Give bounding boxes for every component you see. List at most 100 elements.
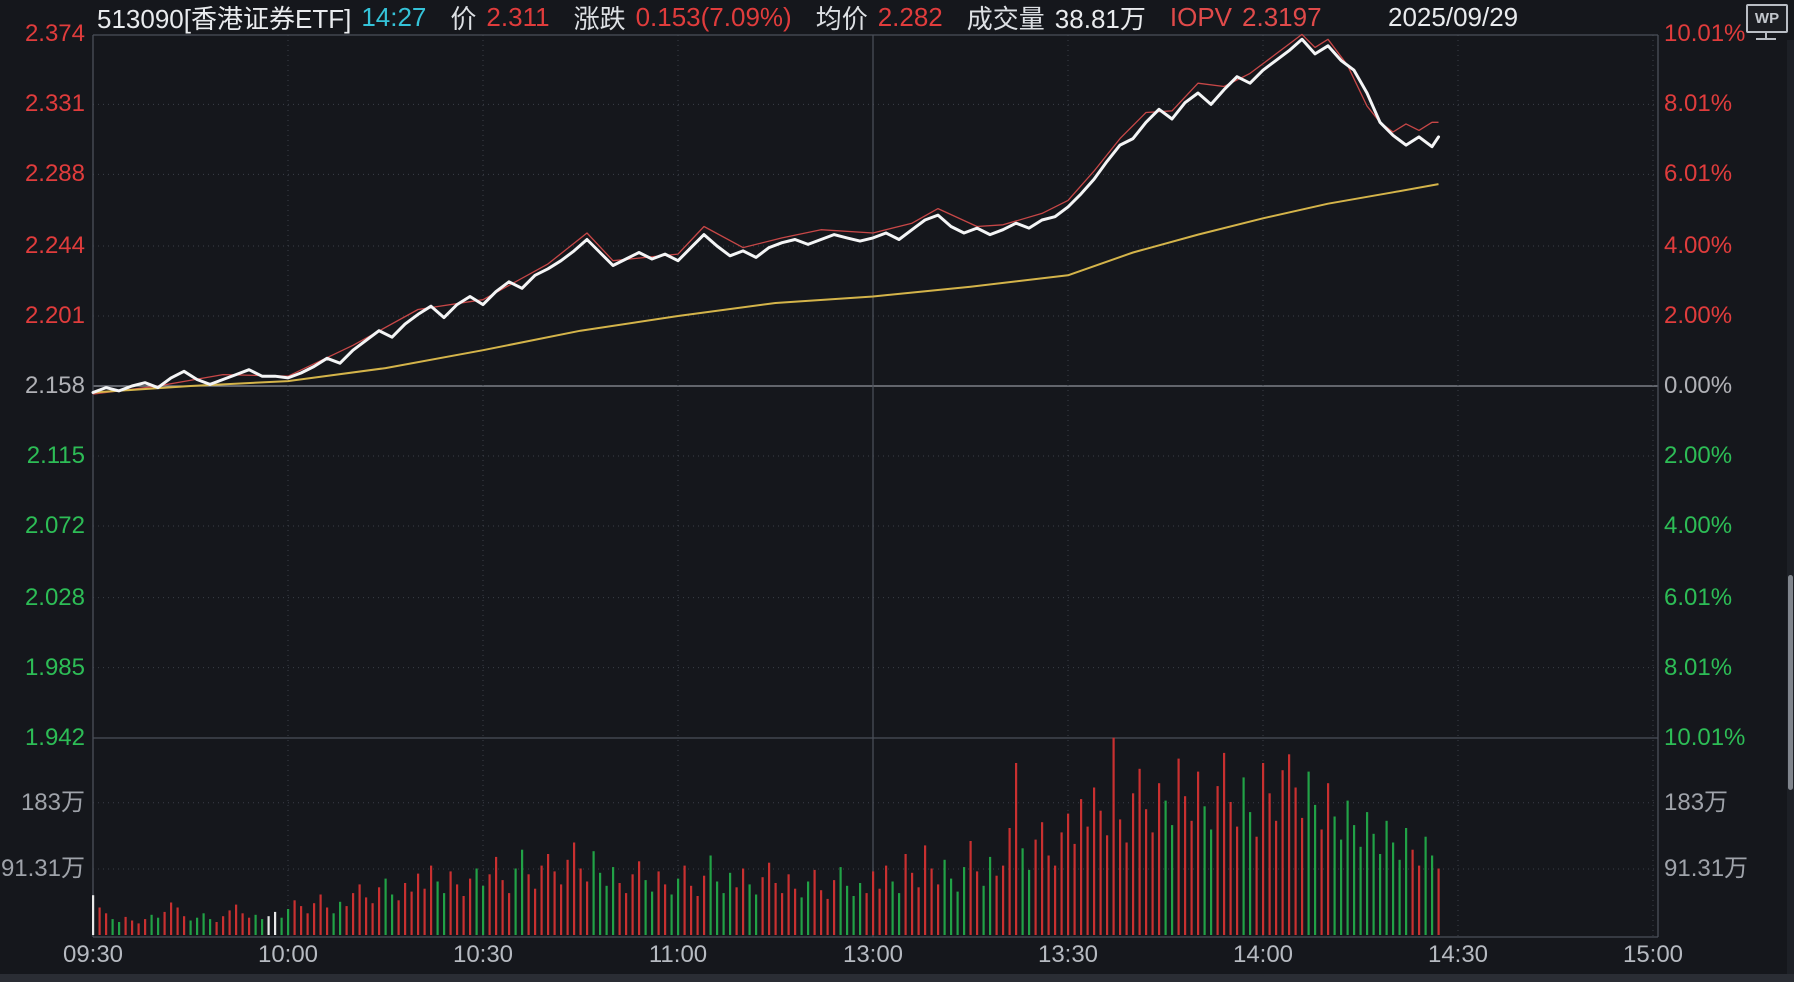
volume-bar bbox=[794, 888, 797, 935]
volume-bar bbox=[820, 890, 823, 935]
volume-bar bbox=[735, 887, 738, 935]
pct-axis-label: 4.00% bbox=[1664, 232, 1733, 259]
volume-bar bbox=[358, 884, 361, 935]
change-label: 涨跌 bbox=[573, 3, 626, 34]
volume-bar bbox=[638, 861, 641, 935]
volume-bar bbox=[742, 868, 745, 935]
volume-bar bbox=[703, 875, 706, 935]
volume-bar bbox=[163, 911, 166, 935]
volume-bar bbox=[423, 888, 426, 935]
volume-bar bbox=[670, 894, 673, 935]
volume-bar bbox=[1216, 786, 1219, 935]
volume-bar bbox=[651, 891, 654, 935]
volume-bar bbox=[664, 884, 667, 935]
iopv-line bbox=[92, 33, 1439, 395]
volume-bar bbox=[690, 885, 693, 935]
pct-axis-label: 6.01% bbox=[1664, 583, 1733, 611]
volume-bar bbox=[404, 883, 407, 935]
volume-bar bbox=[98, 907, 101, 935]
volume-bar bbox=[111, 919, 114, 935]
volume-bar bbox=[1190, 820, 1193, 935]
volume-bar bbox=[540, 865, 543, 935]
volume-bar bbox=[469, 878, 472, 935]
pct-axis-label: 10.01% bbox=[1664, 20, 1746, 48]
volume-bar bbox=[592, 851, 595, 935]
price-value: 2.311 bbox=[486, 1, 550, 32]
volume-bar bbox=[956, 891, 959, 935]
volume-bar bbox=[800, 897, 803, 935]
volume-bar bbox=[950, 878, 953, 935]
volume-bar bbox=[274, 911, 277, 935]
volume-bar bbox=[969, 841, 972, 935]
volume-bar bbox=[287, 909, 290, 935]
right-scrollbar-track[interactable] bbox=[1787, 40, 1794, 974]
volume-bar bbox=[1301, 817, 1304, 935]
volume-bar bbox=[774, 883, 777, 935]
volume-bar bbox=[1229, 802, 1232, 935]
volume-bar bbox=[1437, 868, 1440, 935]
volume-bar bbox=[176, 907, 179, 935]
volume-bar bbox=[248, 917, 251, 935]
volume-bar bbox=[586, 881, 589, 935]
wp-logo-icon[interactable]: WP bbox=[1746, 4, 1790, 40]
volume-bar bbox=[345, 906, 348, 935]
volume-bar bbox=[352, 893, 355, 935]
volume-label: 成交量 bbox=[966, 3, 1045, 34]
avg-price-value: 2.282 bbox=[877, 1, 943, 32]
volume-bar bbox=[1314, 804, 1317, 935]
volume-bar bbox=[456, 884, 459, 935]
volume-bar bbox=[781, 893, 784, 935]
volume-bar bbox=[261, 919, 264, 935]
volume-bar bbox=[527, 874, 530, 935]
volume-bar bbox=[976, 871, 979, 935]
volume-bar bbox=[937, 884, 940, 935]
volume-bar bbox=[397, 900, 400, 935]
volume-bar bbox=[878, 888, 881, 935]
volume-bar bbox=[1223, 752, 1226, 935]
volume-bar bbox=[1171, 825, 1174, 935]
volume-bar bbox=[378, 887, 381, 935]
volume-bar bbox=[677, 878, 680, 935]
volume-bar bbox=[241, 913, 244, 935]
volume-bar bbox=[1307, 771, 1310, 935]
volume-bar bbox=[1275, 820, 1278, 935]
volume-bar bbox=[1210, 829, 1213, 935]
volume-bar bbox=[989, 856, 992, 935]
volume-bar bbox=[384, 878, 387, 935]
volume-bar bbox=[560, 884, 563, 935]
volume-bar bbox=[787, 874, 790, 935]
volume-bar bbox=[326, 907, 329, 935]
volume-bar bbox=[1333, 816, 1336, 935]
volume-bar bbox=[137, 923, 140, 935]
volume-bar bbox=[924, 845, 927, 935]
volume-bar bbox=[215, 922, 218, 935]
volume-axis-label-left: 91.31万 bbox=[0, 855, 85, 882]
volume-bar bbox=[1424, 836, 1427, 935]
volume-bar bbox=[1236, 826, 1239, 935]
volume-axis-label-right: 91.31万 bbox=[1664, 855, 1749, 882]
volume-bar bbox=[755, 894, 758, 935]
volume-bar bbox=[1366, 812, 1369, 935]
volume-bar bbox=[495, 856, 498, 935]
price-axis-label: 1.985 bbox=[24, 653, 85, 681]
volume-bar bbox=[482, 885, 485, 935]
volume-bar bbox=[1080, 799, 1083, 935]
volume-bar bbox=[1262, 763, 1265, 935]
volume-bar bbox=[722, 893, 725, 935]
volume-bar bbox=[885, 865, 888, 935]
volume-bar bbox=[391, 894, 394, 935]
volume-bar bbox=[1067, 813, 1070, 935]
volume-bar bbox=[826, 898, 829, 935]
time-axis-label: 10:00 bbox=[257, 941, 319, 968]
volume-bar bbox=[365, 897, 368, 935]
volume-bar bbox=[254, 914, 257, 935]
right-scrollbar-thumb[interactable] bbox=[1788, 575, 1793, 790]
stock-title: 513090[香港证券ETF] bbox=[97, 3, 352, 34]
time-axis-label: 13:00 bbox=[842, 941, 904, 968]
volume-bar bbox=[859, 883, 862, 935]
volume-bar bbox=[833, 880, 836, 935]
volume-bar bbox=[170, 902, 173, 935]
volume-bar bbox=[644, 880, 647, 935]
volume-bar bbox=[267, 916, 270, 935]
